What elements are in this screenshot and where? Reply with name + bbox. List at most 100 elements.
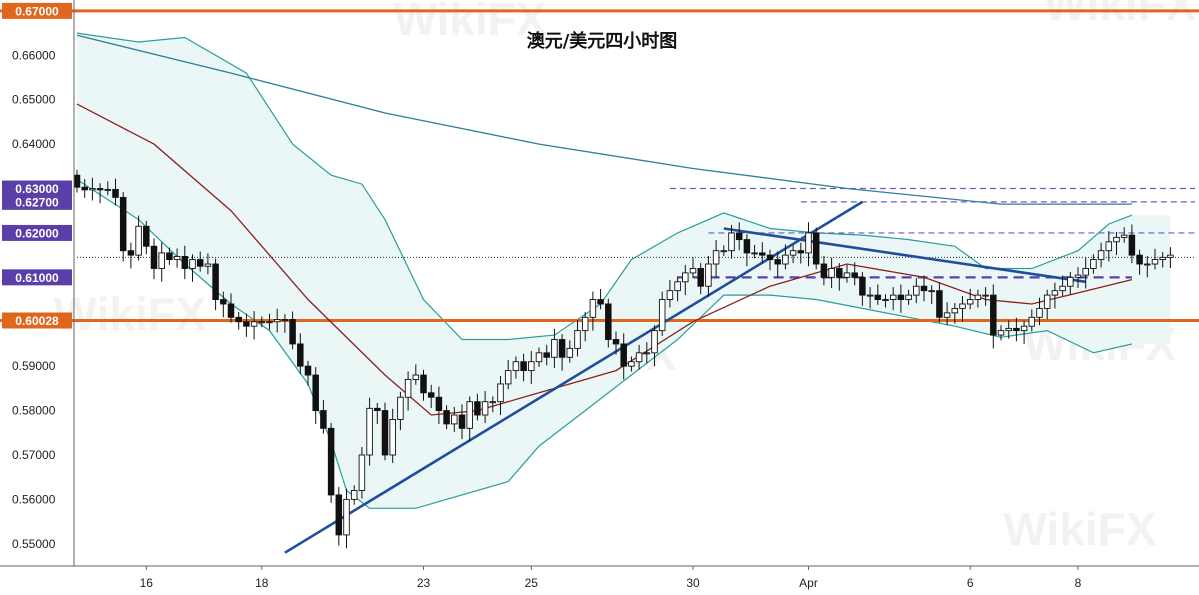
candle-body [451, 414, 458, 425]
candle-body [374, 407, 381, 412]
candle-body [1020, 325, 1028, 332]
price-badge-label: 0.63000 [15, 182, 59, 196]
candle-body [666, 290, 674, 300]
candle-body [1074, 274, 1082, 278]
candle-body [759, 252, 766, 256]
candle-body [1082, 268, 1089, 276]
candle-body [366, 407, 373, 456]
candle-body [551, 339, 558, 358]
price-badge-label: 0.62700 [15, 195, 59, 209]
candle-body [173, 256, 181, 261]
candle-body [820, 263, 828, 278]
candle-body [381, 410, 389, 456]
candle-body [1036, 307, 1043, 318]
candle-body [543, 352, 550, 358]
candle-body [1059, 285, 1066, 292]
candle-body [943, 312, 951, 318]
y-tick-label: 0.59000 [12, 359, 56, 373]
candle-body [466, 401, 473, 429]
candle-body [412, 374, 420, 380]
candle-body [797, 250, 805, 254]
candle-body [789, 250, 797, 256]
candle-body [281, 319, 289, 321]
candle-body [651, 330, 658, 354]
price-badge-label: 0.60028 [15, 314, 59, 328]
moving-average-line [76, 103, 1133, 416]
candle-body [73, 174, 81, 188]
trendline [723, 227, 1086, 284]
candle-body [304, 365, 312, 376]
price-badge [2, 224, 72, 241]
candle-body [166, 252, 173, 261]
candle-body [913, 285, 920, 296]
candle-body [312, 374, 319, 412]
candle-body [397, 396, 404, 420]
candle-body [235, 316, 242, 323]
candle-body [1120, 234, 1128, 238]
price-badge [2, 312, 72, 329]
candle-body [427, 392, 435, 398]
candle-body [974, 294, 982, 300]
candle-body [350, 490, 358, 500]
x-tick-label: 25 [525, 576, 539, 590]
candle-body [1128, 234, 1136, 256]
candle-body [566, 347, 574, 358]
candle-body [766, 254, 774, 261]
trendline [284, 200, 864, 554]
candle-body [497, 383, 504, 403]
watermark-text: WikiFX [1004, 503, 1157, 555]
candle-body [227, 303, 235, 318]
candle-body [959, 303, 966, 309]
y-tick-label: 0.57000 [12, 448, 56, 462]
candle-body [851, 272, 858, 278]
candle-body [458, 414, 466, 429]
candle-body [443, 410, 450, 425]
candle-body [735, 232, 743, 241]
candle-body [528, 361, 535, 372]
candle-body [643, 352, 651, 355]
horizontal-levels [0, 9, 1199, 323]
candle-body [1105, 241, 1113, 252]
price-badge-label: 0.62000 [15, 226, 59, 240]
candle-body [1097, 250, 1105, 261]
candle-body [712, 250, 720, 265]
price-badge [2, 193, 72, 210]
candle-body [320, 410, 327, 429]
candle-body [535, 352, 543, 363]
candle-body [689, 268, 697, 274]
candle-body [782, 254, 789, 265]
y-tick-label: 0.55000 [12, 537, 56, 551]
candle-body [420, 374, 427, 394]
candle-body [520, 361, 527, 372]
watermark-text: WikiFX [1044, 0, 1197, 30]
candle-body [1113, 236, 1120, 243]
candle-body [1167, 254, 1174, 258]
candle-body [720, 250, 728, 253]
candle-body [1090, 259, 1097, 269]
candle-body [196, 259, 204, 267]
candle-body [204, 263, 212, 267]
candle-body [1043, 294, 1051, 309]
candle-body [697, 268, 704, 287]
candle-body [658, 299, 666, 332]
candle-body [358, 454, 366, 491]
candle-body [620, 343, 627, 367]
candle-body [1067, 276, 1074, 287]
candle-body [435, 396, 443, 412]
x-tick-label: Apr [799, 576, 818, 590]
candle-body [828, 268, 835, 278]
trendlines [284, 200, 1086, 554]
candle-body [589, 299, 597, 318]
x-tick-label: 30 [686, 576, 700, 590]
band-fill [77, 33, 1171, 509]
x-tick-label: 8 [1075, 576, 1082, 590]
candle-body [928, 290, 935, 293]
candle-body [250, 321, 258, 327]
candle-body [936, 290, 943, 318]
chart-title: 澳元/美元四小时图 [527, 30, 678, 52]
candle-body [1051, 290, 1059, 296]
x-tick-label: 16 [140, 576, 154, 590]
candle-body [597, 299, 604, 305]
candle-body [119, 196, 127, 252]
candlesticks [73, 169, 1174, 549]
